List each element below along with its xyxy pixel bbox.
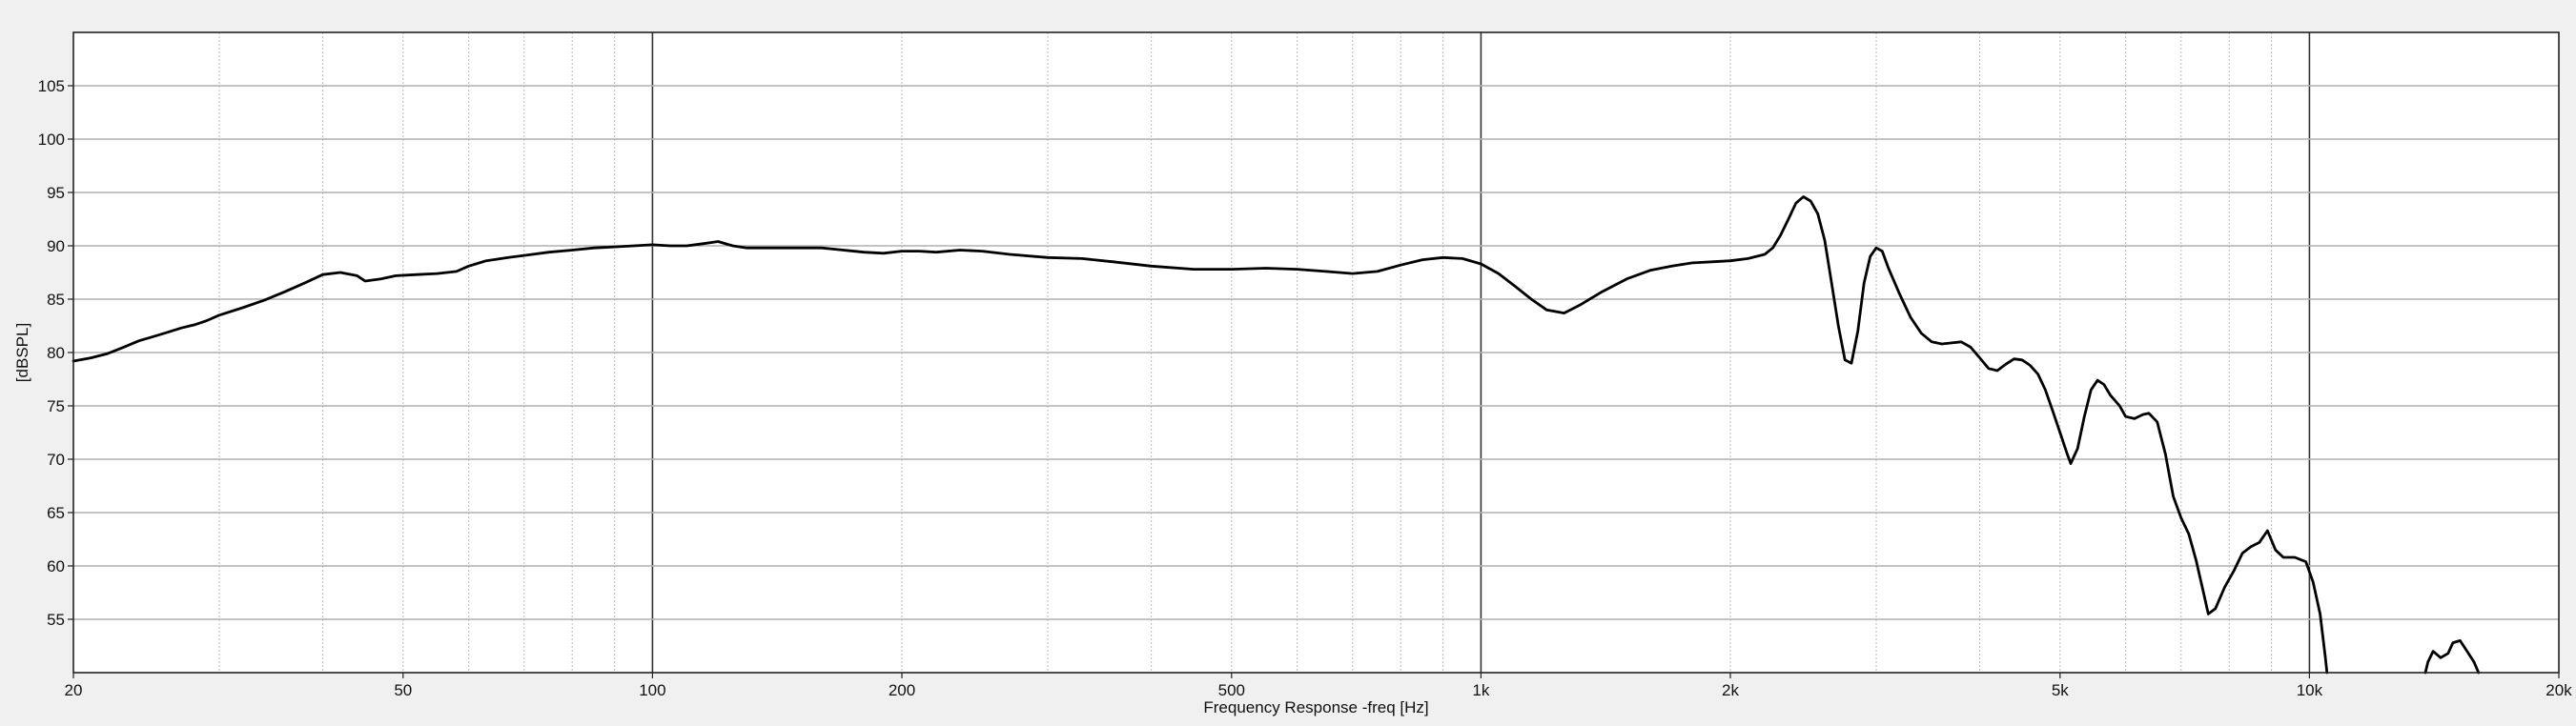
x-axis-label: Frequency Response -freq [Hz]: [1203, 698, 1428, 716]
y-tick-label: 100: [38, 131, 65, 149]
y-tick-label: 55: [47, 611, 65, 629]
series-layer: [72, 195, 2481, 675]
x-tick-label: 200: [889, 681, 915, 699]
frequency-response-line: [72, 195, 2329, 675]
y-tick-label: 65: [47, 504, 65, 522]
x-axis-ticks: 20 50 100 200 500 1k 2k 5k 10k 20k: [65, 673, 2572, 699]
y-tick-label: 90: [47, 237, 65, 255]
x-tick-label: 20k: [2545, 681, 2572, 699]
y-axis-ticks: 55 60 65 70 75 80 85 90 95 100 105: [38, 77, 73, 629]
y-tick-label: 70: [47, 451, 65, 469]
y-tick-label: 80: [47, 344, 65, 362]
y-tick-label: 95: [47, 184, 65, 202]
x-tick-label: 20: [65, 681, 83, 699]
y-axis-label: [dBSPL]: [13, 323, 31, 382]
y-tick-label: 85: [47, 291, 65, 309]
x-tick-label: 500: [1218, 681, 1245, 699]
x-tick-label: 5k: [2052, 681, 2069, 699]
y-tick-label: 105: [38, 77, 65, 95]
y-tick-label: 60: [47, 557, 65, 575]
x-tick-label: 2k: [1722, 681, 1739, 699]
x-tick-label: 50: [394, 681, 412, 699]
x-tick-label: 1k: [1472, 681, 1489, 699]
x-tick-label: 100: [639, 681, 665, 699]
grid: [73, 32, 2559, 673]
frequency-response-line: [2423, 639, 2481, 675]
x-tick-label: 10k: [2297, 681, 2323, 699]
y-tick-label: 75: [47, 397, 65, 415]
